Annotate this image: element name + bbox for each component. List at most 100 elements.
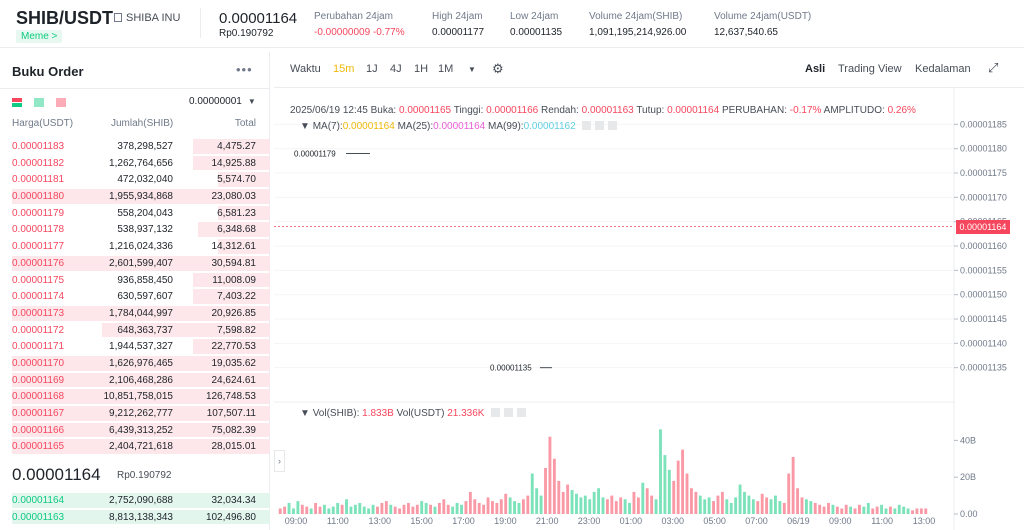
volume-bar [698, 495, 702, 514]
price-tick-label: 0.00001135 [960, 363, 1007, 373]
ask-row[interactable]: 0.00001176 2,601,599,407 30,594.81 [0, 255, 270, 272]
row-price: 0.00001176 [12, 257, 65, 269]
volume-bar [411, 506, 415, 514]
volume-bar [818, 504, 822, 514]
fullscreen-icon[interactable]: ⤢ [988, 60, 999, 75]
view-both-icon[interactable] [12, 98, 22, 108]
close-icon[interactable] [608, 121, 618, 130]
close-icon[interactable] [517, 408, 527, 417]
more-intervals-icon[interactable]: ▼ [468, 65, 476, 74]
settings-icon[interactable] [595, 121, 605, 130]
eye-icon[interactable] [582, 121, 592, 130]
volume-bar [716, 495, 720, 514]
last-price: 0.00001164 [219, 10, 298, 27]
volume-bar [659, 429, 662, 514]
interval-1h[interactable]: 1H [414, 63, 429, 75]
volume-bar [314, 502, 318, 514]
interval-1j[interactable]: 1J [366, 63, 378, 75]
view-buy-icon[interactable] [34, 98, 44, 108]
ask-row[interactable]: 0.00001178 538,937,132 6,348.68 [0, 221, 270, 238]
ask-row[interactable]: 0.00001167 9,212,262,777 107,507.11 [0, 405, 270, 422]
volume-bar [734, 497, 738, 514]
interval-15m[interactable]: 15m [333, 63, 355, 75]
view-sell-icon[interactable] [56, 98, 66, 108]
ask-row[interactable]: 0.00001183 378,298,527 4,475.27 [0, 138, 270, 155]
volume-bar [813, 502, 817, 514]
ask-row[interactable]: 0.00001179 558,204,043 6,581.23 [0, 205, 270, 222]
row-total: 7,403.22 [217, 291, 256, 303]
row-price: 0.00001171 [12, 341, 65, 353]
row-amount: 2,106,468,286 [109, 374, 173, 386]
pair-full-name[interactable]: SHIBA INU [114, 12, 180, 24]
volume-bar [703, 499, 707, 514]
ask-row[interactable]: 0.00001166 6,439,313,252 75,082.39 [0, 422, 270, 439]
interval-4j[interactable]: 4J [390, 63, 402, 75]
tick-size-select[interactable]: 0.00000001 ▼ [189, 96, 256, 107]
eye-icon[interactable] [491, 408, 501, 417]
info-amp-label: AMPLITUDO: [823, 105, 885, 116]
volume-bar [641, 482, 645, 514]
row-price: 0.00001173 [12, 307, 65, 319]
ask-row[interactable]: 0.00001177 1,216,024,336 14,312.61 [0, 238, 270, 255]
view-depth[interactable]: Kedalaman [915, 63, 971, 75]
depth-bar [12, 422, 270, 438]
collapse-icon[interactable]: ▼ [300, 408, 310, 419]
ask-row[interactable]: 0.00001181 472,032,040 5,574.70 [0, 171, 270, 188]
vol-quote-label: Vol(USDT) [396, 408, 445, 419]
ask-row[interactable]: 0.00001174 630,597,607 7,403.22 [0, 288, 270, 305]
volume-bar [384, 501, 388, 514]
current-price-tag: 0.00001164 [956, 219, 1010, 234]
info-open: 0.00001165 [399, 105, 452, 116]
order-book-panel: Buku Order ••• 0.00000001 ▼ Harga(USDT) J… [0, 52, 270, 530]
pair-symbol[interactable]: SHIB/USDT [16, 8, 114, 28]
volume-bar [858, 504, 861, 514]
view-original[interactable]: Asli [805, 63, 826, 75]
row-amount: 378,298,527 [117, 141, 173, 152]
depth-bar [192, 289, 270, 304]
ask-row[interactable]: 0.00001165 2,404,721,618 28,015.01 [0, 438, 270, 455]
volume-bar [654, 499, 658, 514]
ask-row[interactable]: 0.00001169 2,106,468,286 24,624.61 [0, 372, 270, 389]
mid-price[interactable]: 0.00001164 [12, 465, 101, 484]
settings-gear-icon[interactable]: ⚙ [492, 61, 504, 76]
settings-icon[interactable] [504, 408, 514, 417]
ask-row[interactable]: 0.00001180 1,955,934,868 23,080.03 [0, 188, 270, 205]
document-icon [114, 13, 122, 22]
row-price: 0.00001181 [12, 174, 65, 186]
collapse-icon[interactable]: ▼ [300, 121, 310, 132]
mid-price-idr: Rp0.190792 [117, 470, 172, 481]
ask-row[interactable]: 0.00001170 1,626,976,465 19,035.62 [0, 355, 270, 372]
time-tick-label: 07:00 [745, 516, 768, 526]
ask-row[interactable]: 0.00001173 1,784,044,997 20,926.85 [0, 305, 270, 322]
interval-1m[interactable]: 1M [438, 63, 454, 75]
bid-row[interactable]: 0.00001163 8,813,138,343 102,496.80 [0, 509, 270, 526]
volume-bar [619, 497, 623, 514]
more-icon[interactable]: ••• [236, 62, 253, 77]
expand-arrow-icon[interactable]: › [274, 450, 285, 472]
time-tick-label: 06/19 [787, 516, 810, 526]
price-tick-label: 0.00001160 [960, 241, 1007, 251]
ask-row[interactable]: 0.00001175 936,858,450 11,008.09 [0, 272, 270, 289]
low-marker-label: 0.00001135 [490, 364, 532, 373]
volume-bar [592, 491, 596, 514]
stat-change-24h: Perubahan 24jam -0.00000009 -0.77% [314, 11, 405, 38]
ask-row[interactable]: 0.00001171 1,944,537,327 22,770.53 [0, 338, 270, 355]
ask-row[interactable]: 0.00001172 648,363,737 7,598.82 [0, 322, 270, 339]
ask-row[interactable]: 0.00001168 10,851,758,015 126,748.53 [0, 388, 270, 405]
volume-bar [491, 501, 494, 514]
ask-row[interactable]: 0.00001182 1,262,764,656 14,925.88 [0, 155, 270, 172]
volume-bar [685, 473, 689, 514]
row-total: 14,925.88 [211, 157, 257, 169]
depth-bar [192, 339, 270, 354]
volume-bar [486, 497, 490, 514]
volume-bar [336, 502, 340, 514]
candlestick-chart[interactable]: 0.00001185 0.00001180 0.00001175 0.00001170… [274, 52, 1024, 530]
time-tick-label: 05:00 [703, 516, 726, 526]
view-trading-view[interactable]: Trading View [838, 63, 902, 75]
bid-row[interactable]: 0.00001164 2,752,090,688 32,034.34 [0, 492, 270, 509]
volume-bar [517, 502, 521, 514]
price-tick-label: 0.00001180 [960, 144, 1007, 154]
volume-bar [521, 499, 525, 514]
row-price: 0.00001178 [12, 224, 65, 236]
meme-tag[interactable]: Meme > [16, 30, 63, 43]
